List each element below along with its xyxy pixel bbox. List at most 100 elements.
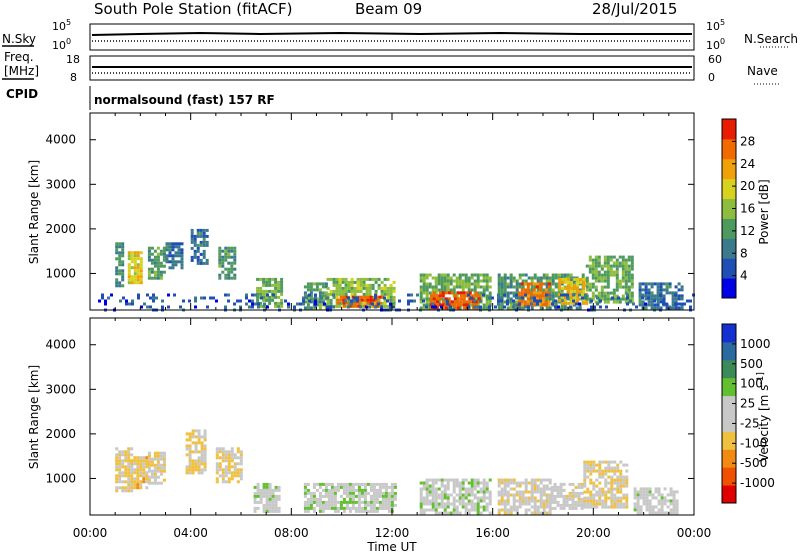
echo-cell bbox=[265, 277, 269, 281]
echo-cell bbox=[312, 497, 316, 501]
echo-cell bbox=[644, 291, 648, 295]
echo-cell bbox=[306, 288, 310, 292]
echo-cell bbox=[565, 497, 569, 501]
echo-cell bbox=[585, 297, 589, 301]
echo-region bbox=[419, 478, 492, 515]
echo-cell bbox=[559, 503, 563, 507]
echo-cell bbox=[336, 500, 340, 504]
echo-cell bbox=[612, 288, 616, 292]
echo-cell bbox=[662, 302, 665, 306]
echo-cell bbox=[556, 503, 560, 507]
echo-cell bbox=[551, 273, 555, 277]
echo-cell bbox=[139, 281, 143, 285]
echo-cell bbox=[653, 303, 657, 307]
echo-cell bbox=[342, 506, 346, 510]
echo-cell bbox=[622, 496, 626, 500]
echo-cell bbox=[188, 465, 192, 469]
echo-cell bbox=[147, 270, 151, 274]
echo-cell bbox=[665, 285, 669, 289]
echo-cell bbox=[314, 302, 317, 306]
echo-cell bbox=[425, 273, 429, 277]
echo-cell bbox=[162, 460, 166, 464]
echo-cell bbox=[203, 465, 207, 469]
echo-cell bbox=[191, 432, 195, 436]
echo-cell bbox=[601, 490, 605, 494]
echo-cell bbox=[503, 282, 507, 286]
echo-cell bbox=[236, 447, 240, 451]
echo-cell bbox=[371, 283, 375, 287]
echo-cell bbox=[636, 502, 640, 506]
echo-cell bbox=[580, 482, 584, 486]
echo-cell bbox=[547, 303, 551, 307]
echo-cell bbox=[654, 496, 658, 500]
echo-cell bbox=[185, 465, 189, 469]
echo-cell bbox=[233, 261, 237, 265]
echo-cell bbox=[446, 487, 450, 491]
echo-cell bbox=[446, 282, 450, 286]
echo-cell bbox=[603, 270, 607, 274]
echo-cell bbox=[494, 305, 497, 309]
echo-cell bbox=[362, 292, 366, 296]
echo-cell bbox=[431, 505, 435, 509]
echo-cell bbox=[545, 511, 549, 515]
echo-cell bbox=[467, 502, 471, 506]
echo-cell bbox=[233, 456, 237, 460]
echo-cell bbox=[609, 264, 613, 268]
echo-cell bbox=[205, 240, 209, 244]
echo-cell bbox=[571, 482, 575, 486]
echo-cell bbox=[642, 493, 646, 497]
echo-cell bbox=[512, 493, 516, 497]
echo-cell bbox=[578, 297, 582, 301]
echo-cell bbox=[619, 490, 623, 494]
echo-cell bbox=[619, 502, 623, 506]
echo-cell bbox=[150, 267, 154, 271]
echo-cell bbox=[612, 273, 616, 277]
echo-cell bbox=[357, 301, 361, 305]
echo-cell bbox=[357, 503, 361, 507]
echo-cell bbox=[527, 496, 531, 500]
echo-cell bbox=[553, 494, 557, 498]
echo-cell bbox=[277, 304, 281, 308]
echo-cell bbox=[598, 463, 602, 467]
echo-cell bbox=[582, 298, 586, 302]
echo-cell bbox=[190, 258, 194, 262]
echo-cell bbox=[329, 305, 332, 309]
echo-cell bbox=[256, 292, 260, 296]
echo-cell bbox=[590, 305, 593, 309]
echo-cell bbox=[443, 273, 447, 277]
echo-cell bbox=[548, 279, 552, 283]
echo-cell bbox=[127, 489, 131, 493]
echo-cell bbox=[130, 278, 134, 282]
echo-cell bbox=[348, 497, 352, 501]
echo-cell bbox=[165, 260, 169, 264]
echo-cell bbox=[520, 300, 524, 304]
echo-cell bbox=[197, 435, 201, 439]
echo-cell bbox=[130, 281, 134, 285]
echo-cell bbox=[559, 488, 563, 492]
echo-cell bbox=[145, 471, 149, 475]
echo-cell bbox=[315, 500, 319, 504]
echo-cell bbox=[371, 302, 374, 306]
echo-cell bbox=[431, 481, 435, 485]
echo-cell bbox=[419, 285, 423, 289]
echo-cell bbox=[333, 506, 337, 510]
echo-cell bbox=[606, 267, 610, 271]
echo-cell bbox=[479, 511, 483, 515]
echo-cell bbox=[616, 499, 620, 503]
echo-cell bbox=[447, 300, 451, 304]
echo-cell bbox=[230, 255, 234, 259]
echo-cell bbox=[497, 279, 501, 283]
echo-cell bbox=[558, 292, 562, 296]
echo-cell bbox=[479, 490, 483, 494]
echo-cell bbox=[224, 255, 228, 259]
echo-cell bbox=[287, 302, 290, 306]
echo-cell bbox=[339, 500, 343, 504]
echo-cell bbox=[573, 283, 577, 287]
echo-cell bbox=[443, 288, 447, 292]
echo-cell bbox=[133, 269, 137, 273]
echo-cell bbox=[419, 496, 423, 500]
echo-cell bbox=[600, 273, 604, 277]
echo-cell bbox=[520, 294, 524, 298]
echo-cell bbox=[259, 488, 263, 492]
